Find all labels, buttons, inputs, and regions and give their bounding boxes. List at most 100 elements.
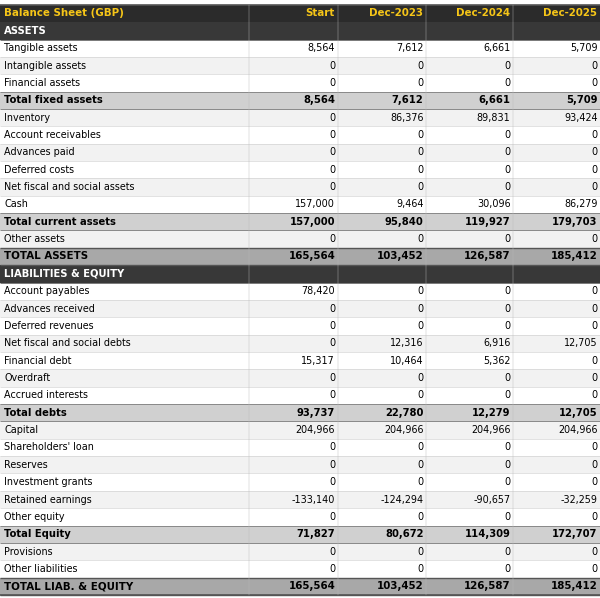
Text: 0: 0 <box>329 60 335 71</box>
Text: 0: 0 <box>592 182 598 192</box>
Text: 179,703: 179,703 <box>552 217 598 227</box>
Bar <box>337 74 426 91</box>
Bar <box>337 508 426 526</box>
Text: 0: 0 <box>592 286 598 296</box>
Text: 0: 0 <box>418 304 424 313</box>
Text: Total current assets: Total current assets <box>4 217 116 227</box>
Bar <box>513 161 600 178</box>
Text: 0: 0 <box>329 130 335 140</box>
Bar <box>0 196 249 213</box>
Text: Account receivables: Account receivables <box>4 130 101 140</box>
Bar <box>513 282 600 300</box>
Text: 95,840: 95,840 <box>385 217 424 227</box>
Text: 0: 0 <box>592 390 598 401</box>
Bar <box>0 456 249 474</box>
Bar <box>426 352 513 370</box>
Bar <box>249 335 337 352</box>
Bar <box>513 526 600 543</box>
Text: 0: 0 <box>418 390 424 401</box>
Text: Advances received: Advances received <box>4 304 95 313</box>
Bar <box>337 126 426 144</box>
Text: Inventory: Inventory <box>4 112 50 123</box>
Text: 0: 0 <box>505 304 511 313</box>
Bar <box>0 422 249 439</box>
Bar <box>513 5 600 22</box>
Bar <box>513 370 600 387</box>
Bar <box>426 422 513 439</box>
Bar <box>249 230 337 248</box>
Text: 0: 0 <box>418 182 424 192</box>
Text: 114,309: 114,309 <box>465 529 511 539</box>
Text: 0: 0 <box>329 390 335 401</box>
Bar <box>0 22 249 39</box>
Text: 0: 0 <box>418 443 424 453</box>
Text: 172,707: 172,707 <box>552 529 598 539</box>
Text: 9,464: 9,464 <box>396 199 424 209</box>
Bar <box>0 91 249 109</box>
Bar <box>337 161 426 178</box>
Text: -90,657: -90,657 <box>473 495 511 505</box>
Text: 0: 0 <box>329 112 335 123</box>
Bar <box>0 282 249 300</box>
Bar <box>337 543 426 560</box>
Text: 89,831: 89,831 <box>477 112 511 123</box>
Bar <box>337 560 426 578</box>
Text: 0: 0 <box>505 373 511 383</box>
Bar <box>513 74 600 91</box>
Bar <box>513 491 600 508</box>
Text: 0: 0 <box>592 477 598 487</box>
Bar <box>249 161 337 178</box>
Text: 12,279: 12,279 <box>472 408 511 418</box>
Text: 0: 0 <box>505 547 511 557</box>
Text: 157,000: 157,000 <box>295 199 335 209</box>
Text: 0: 0 <box>505 78 511 88</box>
Bar <box>513 109 600 126</box>
Text: 8,564: 8,564 <box>308 43 335 53</box>
Text: 0: 0 <box>329 547 335 557</box>
Text: Tangible assets: Tangible assets <box>4 43 78 53</box>
Bar <box>426 560 513 578</box>
Bar <box>249 282 337 300</box>
Bar <box>0 560 249 578</box>
Text: 165,564: 165,564 <box>289 252 335 261</box>
Bar <box>249 265 337 282</box>
Text: 22,780: 22,780 <box>385 408 424 418</box>
Bar <box>426 300 513 318</box>
Text: 0: 0 <box>592 321 598 331</box>
Text: 103,452: 103,452 <box>377 581 424 591</box>
Bar <box>513 422 600 439</box>
Bar <box>337 335 426 352</box>
Text: 119,927: 119,927 <box>465 217 511 227</box>
Text: Total Equity: Total Equity <box>4 529 71 539</box>
Bar <box>426 178 513 196</box>
Text: Other liabilities: Other liabilities <box>4 564 78 574</box>
Bar <box>249 5 337 22</box>
Text: 0: 0 <box>592 60 598 71</box>
Bar <box>337 404 426 422</box>
Bar <box>249 491 337 508</box>
Bar <box>337 230 426 248</box>
Bar <box>249 560 337 578</box>
Bar <box>426 508 513 526</box>
Bar <box>337 213 426 230</box>
Bar <box>513 178 600 196</box>
Text: 0: 0 <box>418 477 424 487</box>
Bar <box>337 282 426 300</box>
Text: Financial debt: Financial debt <box>4 356 71 365</box>
Text: 86,279: 86,279 <box>564 199 598 209</box>
Bar <box>0 474 249 491</box>
Text: 0: 0 <box>505 147 511 157</box>
Bar <box>249 474 337 491</box>
Text: Other equity: Other equity <box>4 512 65 522</box>
Bar <box>426 439 513 456</box>
Text: 0: 0 <box>418 564 424 574</box>
Text: 78,420: 78,420 <box>301 286 335 296</box>
Bar <box>337 370 426 387</box>
Text: 6,661: 6,661 <box>479 95 511 105</box>
Text: 0: 0 <box>592 443 598 453</box>
Bar <box>513 196 600 213</box>
Text: 126,587: 126,587 <box>464 252 511 261</box>
Text: Account payables: Account payables <box>4 286 90 296</box>
Text: Deferred revenues: Deferred revenues <box>4 321 94 331</box>
Text: 0: 0 <box>592 512 598 522</box>
